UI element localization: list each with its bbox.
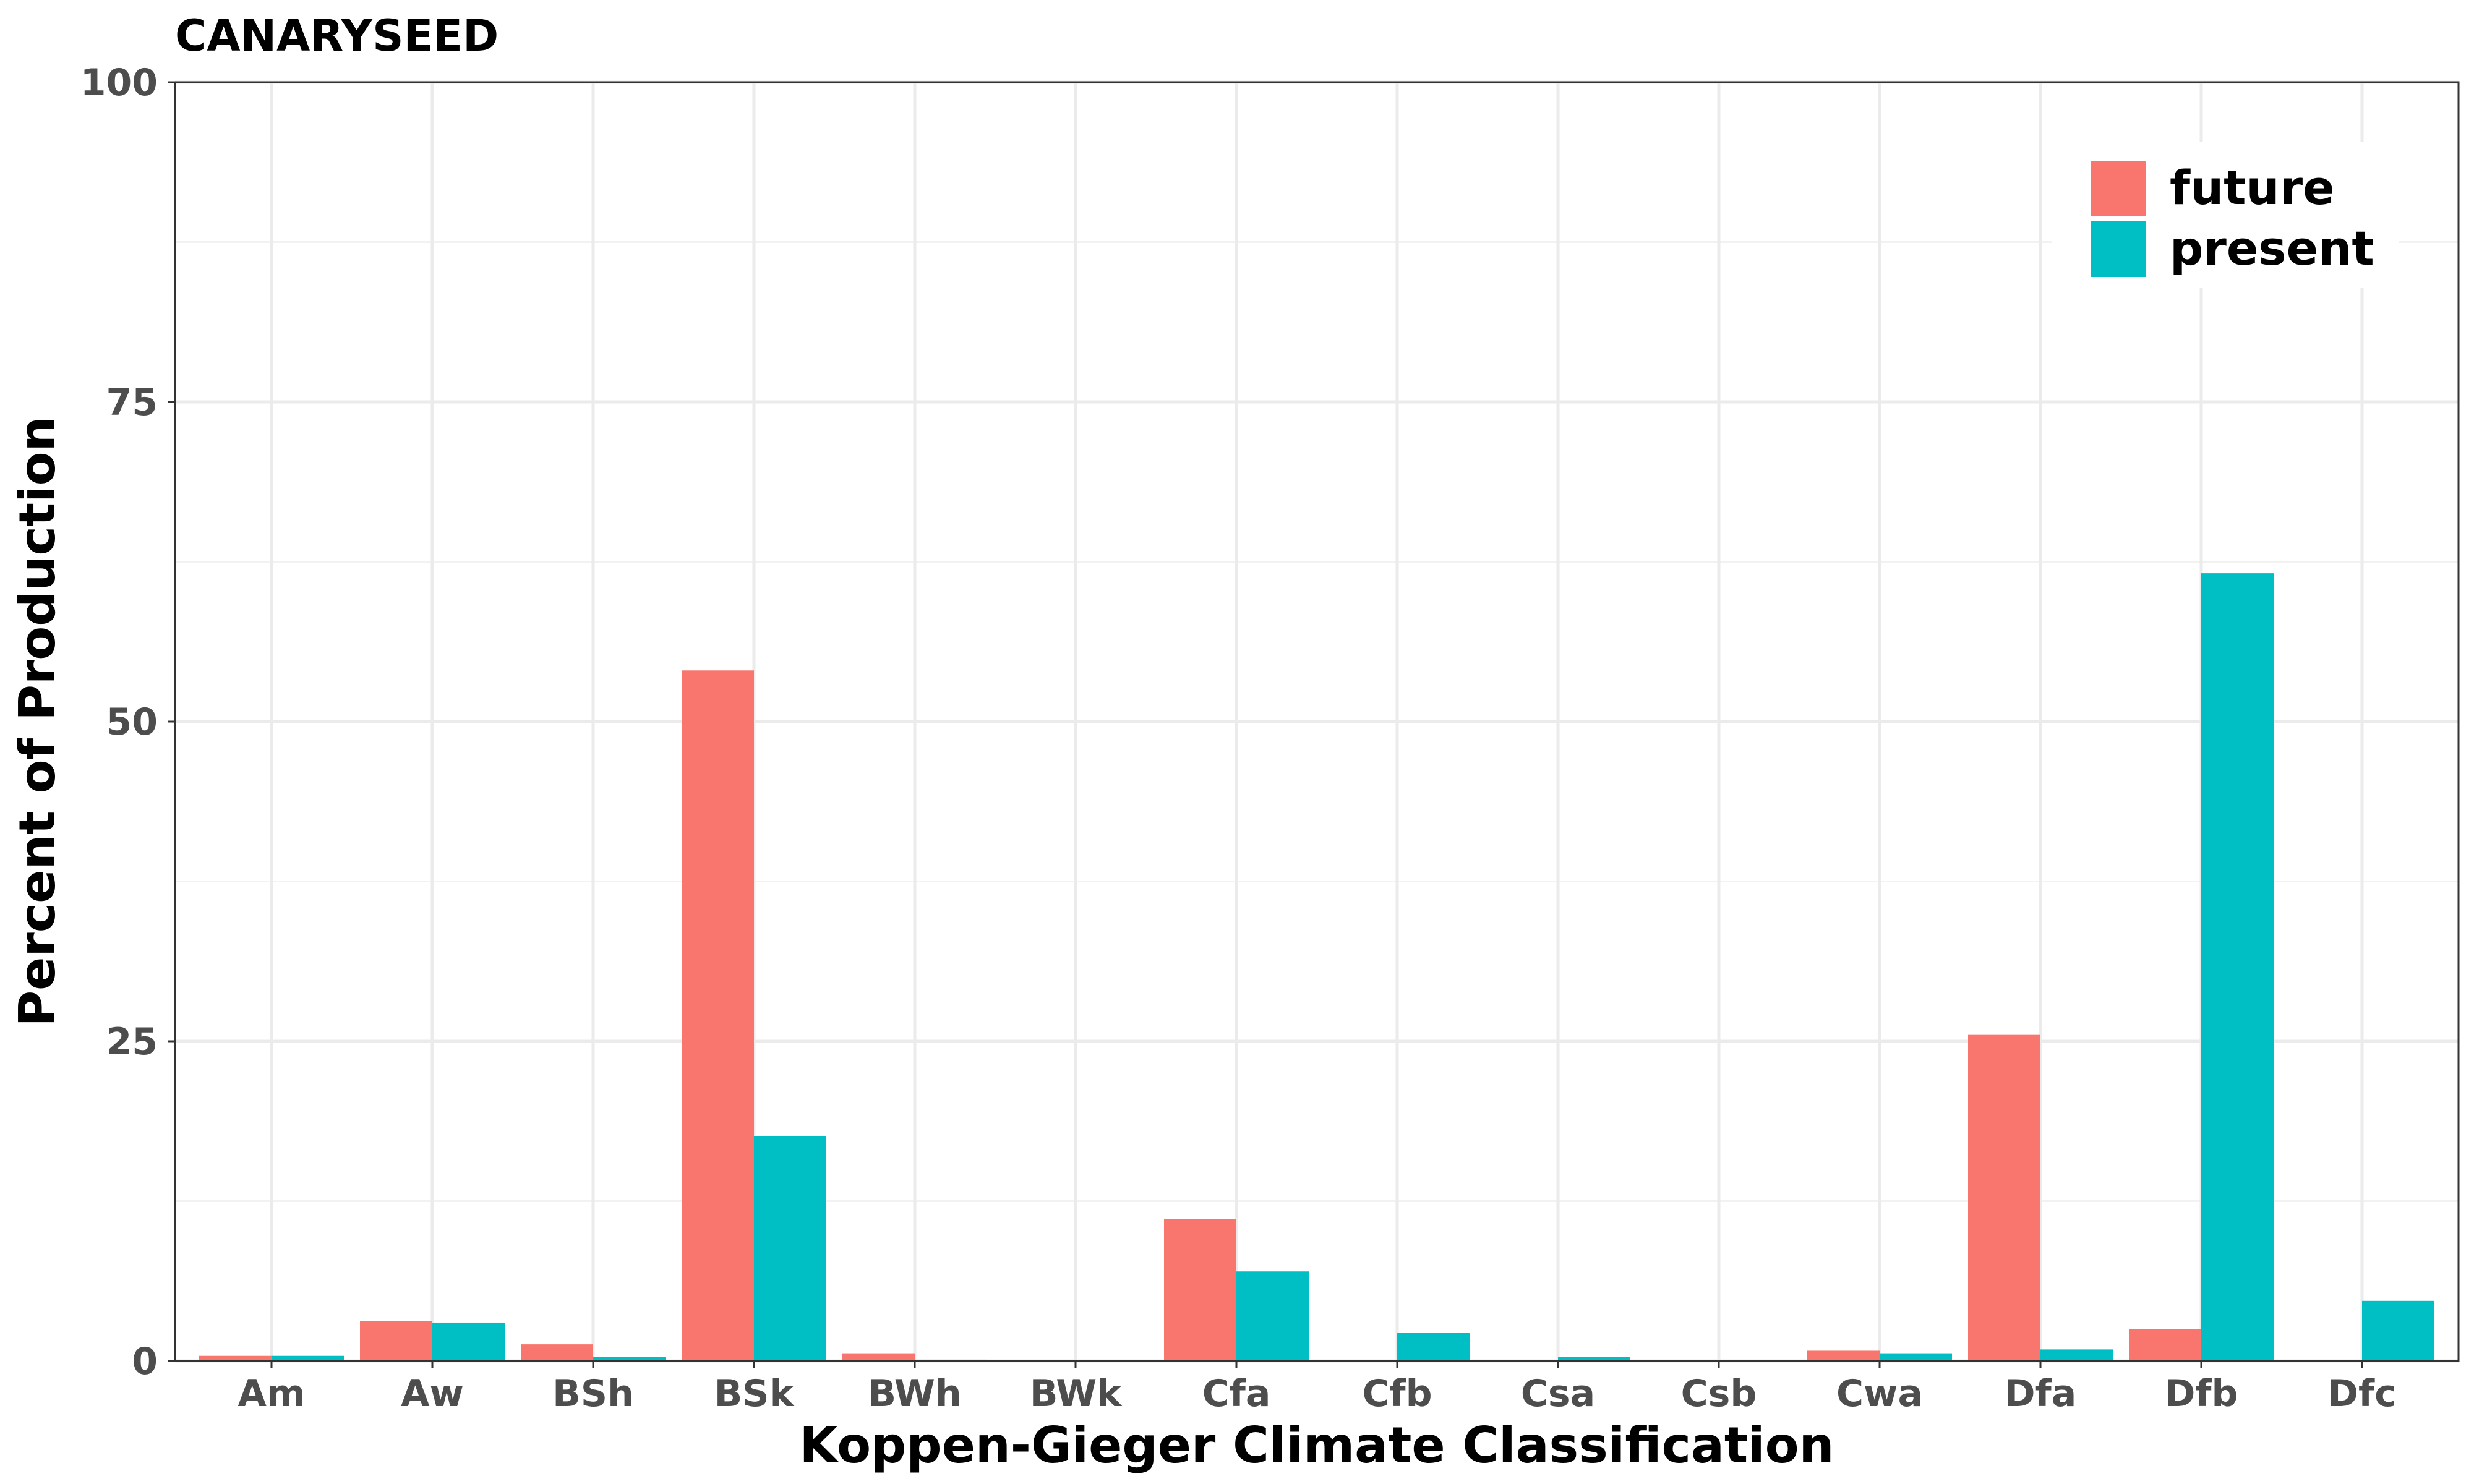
bar-future-Dfa <box>1968 1034 2040 1361</box>
bar-future-BWh <box>842 1353 915 1361</box>
bar-present-Aw <box>432 1322 505 1361</box>
x-tick-label-Cwa: Cwa <box>1836 1372 1923 1415</box>
x-tick-label-BWh: BWh <box>868 1372 961 1415</box>
legend: future present <box>2052 142 2399 288</box>
bar-future-Am <box>199 1355 272 1361</box>
bar-present-Cfa <box>1236 1271 1309 1361</box>
bar-future-Dfb <box>2129 1329 2201 1361</box>
x-tick-label-BSh: BSh <box>552 1372 634 1415</box>
y-axis: 0 25 50 75 100 <box>80 61 175 1383</box>
y-axis-title: Percent of Production <box>9 417 66 1027</box>
x-tick-label-Csa: Csa <box>1521 1372 1595 1415</box>
bar-future-Cfa <box>1164 1219 1236 1361</box>
chart-title: CANARYSEED <box>175 11 499 61</box>
bar-present-Dfb <box>2201 573 2274 1361</box>
legend-label-future: future <box>2170 160 2335 215</box>
bar-present-Dfc <box>2362 1300 2434 1361</box>
bar-present-Cfb <box>1397 1333 1470 1361</box>
bar-present-Cwa <box>1880 1353 1952 1361</box>
bar-present-Dfa <box>2040 1349 2113 1361</box>
legend-key-future <box>2091 161 2146 216</box>
y-tick-label: 0 <box>132 1340 158 1383</box>
bar-present-BSh <box>593 1357 666 1361</box>
legend-label-present: present <box>2170 221 2374 276</box>
y-tick-label: 25 <box>106 1020 158 1064</box>
bar-present-BSk <box>754 1136 826 1361</box>
x-tick-label-BSk: BSk <box>714 1372 795 1415</box>
y-tick-label: 50 <box>106 701 158 744</box>
bars <box>199 573 2434 1361</box>
x-tick-label-Csb: Csb <box>1681 1372 1757 1415</box>
y-tick-label: 100 <box>80 61 158 104</box>
x-tick-label-Dfa: Dfa <box>2005 1372 2076 1415</box>
x-axis-title: Koppen-Gieger Climate Classification <box>800 1417 1834 1474</box>
legend-key-present <box>2091 221 2146 277</box>
bar-future-BSh <box>521 1344 593 1361</box>
x-tick-label-Aw: Aw <box>401 1372 464 1415</box>
y-tick-label: 75 <box>106 381 158 424</box>
x-tick-label-Cfa: Cfa <box>1202 1372 1271 1415</box>
bar-future-Aw <box>360 1321 432 1361</box>
bar-future-Cwa <box>1807 1350 1880 1361</box>
x-tick-label-BWk: BWk <box>1030 1372 1123 1415</box>
x-tick-label-Dfc: Dfc <box>2327 1372 2396 1415</box>
x-tick-label-Cfb: Cfb <box>1362 1372 1432 1415</box>
x-axis: Am Aw BSh BSk BWh BWk Cfa Cfb Csa Csb Cwa Dfa Dfb Dfc <box>238 1361 2397 1415</box>
bar-present-Am <box>272 1355 344 1361</box>
bar-present-Csa <box>1558 1357 1630 1361</box>
x-tick-label-Dfb: Dfb <box>2165 1372 2238 1415</box>
bar-future-BSk <box>682 670 754 1361</box>
x-tick-label-Am: Am <box>238 1372 306 1415</box>
